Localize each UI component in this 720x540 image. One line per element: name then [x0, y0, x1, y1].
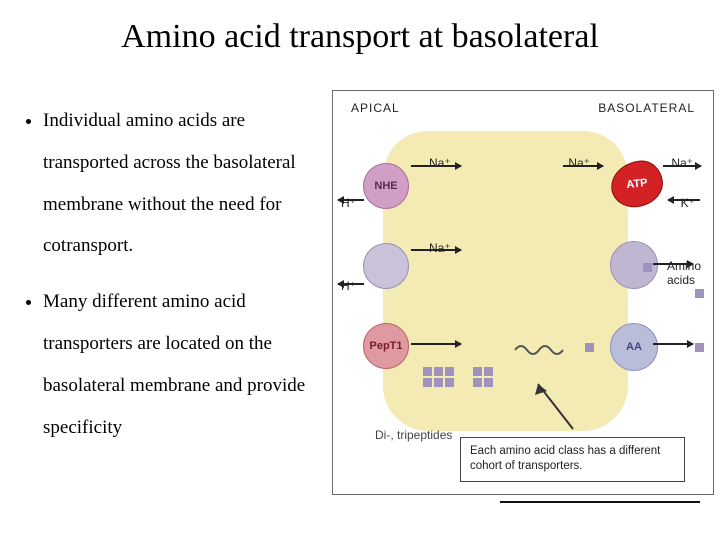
page-title: Amino acid transport at basolateral [0, 18, 720, 56]
na-label-baso-2: Na⁺ [671, 156, 693, 170]
callout-arrow [518, 374, 588, 434]
apical-label: APICAL [351, 101, 400, 115]
nhe-transporter: NHE [363, 163, 409, 209]
arrow-na-atp-out [663, 165, 701, 167]
cell-body [383, 131, 628, 431]
peptidase-icon [513, 341, 568, 359]
bullet-1: Individual amino acids are transported a… [43, 100, 330, 267]
bullet-2: Many different amino acid transporters a… [43, 281, 330, 448]
diagram-caption: Each amino acid class has a different co… [460, 437, 685, 482]
aa-square-4 [695, 343, 705, 352]
basolateral-label: BASOLATERAL [598, 101, 695, 115]
arrow-na-in-2 [411, 249, 461, 251]
peptide-cluster-2 [473, 367, 503, 387]
arrow-peptide-in [411, 343, 461, 345]
arrow-aa-out-1 [653, 263, 693, 265]
transport-diagram: APICAL BASOLATERAL NHE PepT1 ATP AA Na⁺ … [332, 90, 714, 495]
pept1-transporter: PepT1 [363, 323, 409, 369]
arrow-k-atp-in [668, 199, 700, 201]
arrow-na-atp-in [563, 165, 603, 167]
peptide-cluster-1 [423, 367, 463, 387]
arrow-na-in-nhe [411, 165, 461, 167]
arrow-h-out-nhe [338, 199, 364, 201]
aa-transporter: AA [610, 323, 658, 371]
di-tripeptides-label: Di-, tripeptides [375, 428, 452, 442]
apical-transporter-2 [363, 243, 409, 289]
aa-square-3 [585, 343, 595, 352]
na-label-apical-2: Na⁺ [429, 241, 451, 255]
underline-rule [500, 500, 700, 503]
arrow-aa-out-2 [653, 343, 693, 345]
na-label-apical-1: Na⁺ [429, 156, 451, 170]
aa-square-2 [695, 289, 705, 298]
arrow-h-out-2 [338, 283, 364, 285]
na-label-baso-1: Na⁺ [568, 156, 590, 170]
aa-square-1 [643, 263, 653, 272]
body-text: Individual amino acids are transported a… [25, 100, 330, 462]
